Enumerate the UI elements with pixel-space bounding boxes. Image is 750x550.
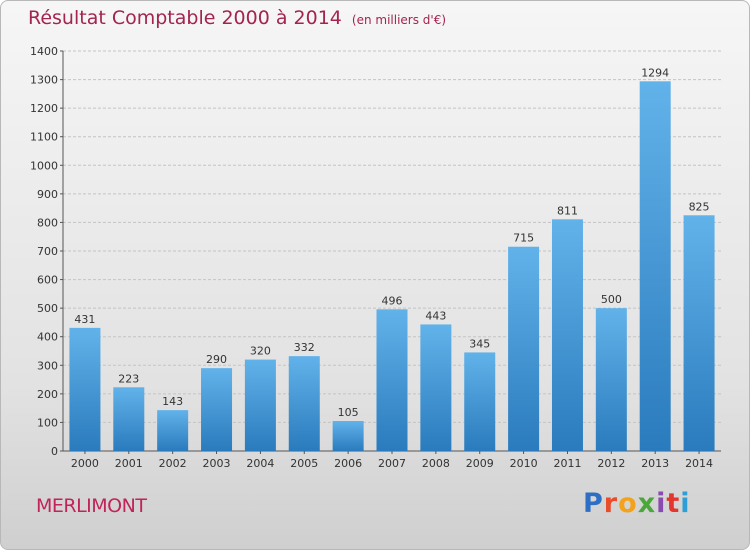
y-tick-label: 1300 (30, 74, 58, 87)
data-label-2011: 811 (557, 204, 578, 217)
bar-2009 (464, 352, 496, 451)
bar-2002 (157, 410, 189, 451)
x-tick-label-2009: 2009 (466, 457, 494, 470)
y-tick-label: 200 (37, 388, 58, 401)
chart-title-text: Résultat Comptable 2000 à 2014 (28, 7, 342, 29)
logo-letter: o (618, 488, 638, 519)
x-tick-label-2012: 2012 (597, 457, 625, 470)
bar-2001 (113, 387, 145, 451)
x-tick-label-2007: 2007 (378, 457, 406, 470)
bar-2004 (244, 359, 276, 451)
y-tick-label: 700 (37, 245, 58, 258)
bar-2012 (595, 308, 627, 451)
x-tick-labels: 2000 2001 2002 2003 2004 2005 2006 2007 2008 2009… (71, 451, 713, 470)
y-tick-labels: 0 100 200 300 400 500 600 700 800 900 1000 1100 1200… (30, 45, 63, 458)
data-label-2014: 825 (689, 200, 710, 213)
x-tick-label-2000: 2000 (71, 457, 99, 470)
data-label-2000: 431 (74, 313, 95, 326)
data-label-2007: 496 (382, 294, 403, 307)
logo-letter: P (583, 488, 604, 519)
proxiti-logo: Proxiti (583, 488, 691, 519)
x-tick-label-2008: 2008 (422, 457, 450, 470)
y-tick-label: 100 (37, 416, 58, 429)
logo-letter: x (637, 488, 657, 519)
y-tick-label: 400 (37, 331, 58, 344)
bar-2007 (376, 309, 408, 451)
bar-2008 (420, 324, 452, 451)
x-tick-label-2005: 2005 (290, 457, 318, 470)
x-tick-label-2004: 2004 (246, 457, 274, 470)
y-tick-label: 0 (51, 445, 58, 458)
data-label-2013: 1294 (641, 66, 669, 79)
data-labels: 431 223 143 290 320 332 105 496 443 345 715 811 500 1… (74, 66, 709, 419)
x-tick-label-2002: 2002 (159, 457, 187, 470)
y-tick-label: 1400 (30, 45, 58, 58)
x-tick-label-2010: 2010 (510, 457, 538, 470)
data-label-2002: 143 (162, 395, 183, 408)
data-label-2012: 500 (601, 293, 622, 306)
y-tick-label: 800 (37, 216, 58, 229)
logo-letter: r (603, 488, 619, 519)
x-tick-label-2011: 2011 (553, 457, 581, 470)
bar-2005 (288, 356, 320, 451)
bar-2000 (69, 327, 101, 451)
x-tick-label-2014: 2014 (685, 457, 713, 470)
y-tick-label: 1000 (30, 159, 58, 172)
bar-2003 (201, 368, 233, 451)
y-tick-label: 500 (37, 302, 58, 315)
bars (69, 81, 715, 452)
data-label-2004: 320 (250, 345, 271, 358)
bar-2010 (508, 246, 540, 451)
y-tick-label: 1100 (30, 131, 58, 144)
bar-2014 (683, 215, 715, 451)
y-tick-label: 600 (37, 274, 58, 287)
chart-title: Résultat Comptable 2000 à 2014 (en millie… (28, 7, 446, 29)
bar-2011 (551, 219, 583, 451)
data-label-2001: 223 (118, 372, 139, 385)
y-tick-label: 300 (37, 359, 58, 372)
chart-subtitle: (en milliers d'€) (351, 13, 447, 27)
x-tick-label-2006: 2006 (334, 457, 362, 470)
logo-letter: t (666, 488, 681, 519)
x-tick-label-2001: 2001 (115, 457, 143, 470)
data-label-2009: 345 (469, 337, 490, 350)
data-label-2003: 290 (206, 353, 227, 366)
data-label-2005: 332 (294, 341, 315, 354)
data-label-2010: 715 (513, 232, 534, 245)
x-tick-label-2013: 2013 (641, 457, 669, 470)
bar-2013 (639, 81, 671, 452)
bar-2006 (332, 421, 364, 451)
y-tick-label: 900 (37, 188, 58, 201)
data-label-2006: 105 (338, 406, 359, 419)
y-tick-label: 1200 (30, 102, 58, 115)
logo-letter: i (656, 488, 667, 519)
logo-letter: i (680, 488, 691, 519)
data-label-2008: 443 (425, 309, 446, 322)
town-name: MERLIMONT (36, 495, 147, 517)
x-tick-label-2003: 2003 (203, 457, 231, 470)
